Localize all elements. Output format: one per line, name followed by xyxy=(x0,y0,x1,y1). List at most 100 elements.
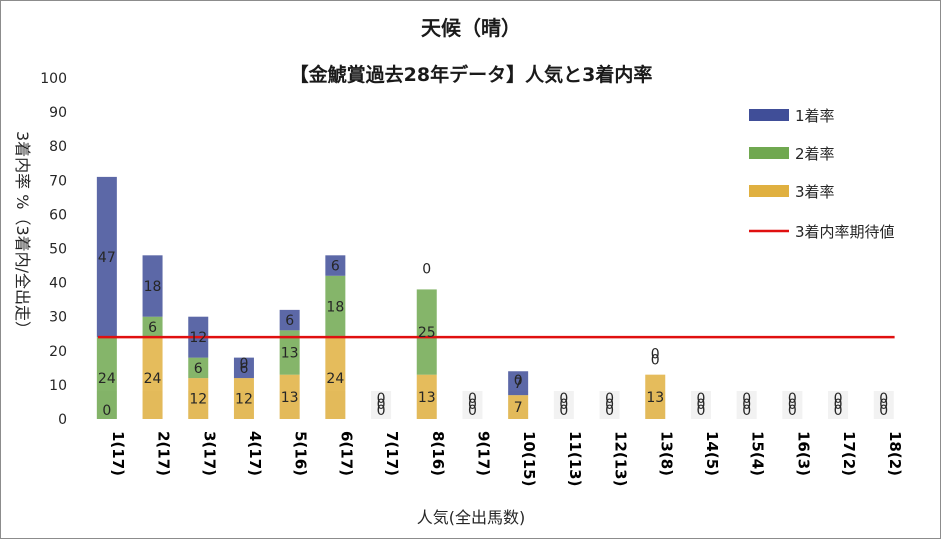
data-label: 47 xyxy=(98,250,116,266)
data-label: 7 xyxy=(514,376,523,392)
data-label: 0 xyxy=(559,403,568,419)
bar-segment xyxy=(279,330,300,375)
bar-segment xyxy=(325,337,346,419)
y-tick-label: 10 xyxy=(49,378,67,394)
data-label: 0 xyxy=(605,391,614,407)
data-label: 0 xyxy=(559,391,568,407)
data-label: 12 xyxy=(189,392,207,408)
data-label: 0 xyxy=(742,397,751,413)
bar-segment xyxy=(188,378,209,419)
data-label: 6 xyxy=(194,361,203,377)
data-label: 0 xyxy=(468,403,477,419)
data-label: 0 xyxy=(514,373,523,389)
x-tick-label: 2(17) xyxy=(155,431,173,476)
y-tick-label: 100 xyxy=(40,71,67,87)
data-label: 0 xyxy=(742,391,751,407)
data-label: 0 xyxy=(788,403,797,419)
x-tick-label: 17(2) xyxy=(840,431,858,476)
data-label: 0 xyxy=(696,391,705,407)
legend-label: 2着率 xyxy=(795,145,835,163)
x-tick-label: 5(16) xyxy=(292,431,310,476)
column-backdrop xyxy=(736,391,757,419)
bar-segment xyxy=(188,357,209,379)
data-label: 7 xyxy=(514,400,523,416)
column-backdrop xyxy=(462,391,483,419)
data-label: 6 xyxy=(331,259,340,275)
data-label: 0 xyxy=(468,397,477,413)
column-backdrop xyxy=(371,391,392,419)
data-label: 18 xyxy=(144,279,162,295)
data-label: 13 xyxy=(646,390,664,406)
x-tick-label: 4(17) xyxy=(246,431,264,476)
bar-segment xyxy=(645,374,666,419)
x-tick-label: 10(15) xyxy=(520,431,538,486)
data-label: 6 xyxy=(239,361,248,377)
x-tick-label: 13(8) xyxy=(657,431,675,476)
legend-label: 3着率 xyxy=(795,183,835,201)
data-label: 0 xyxy=(422,261,431,277)
legend-label: 1着率 xyxy=(795,107,835,125)
data-label: 0 xyxy=(239,356,248,372)
x-tick-label: 1(17) xyxy=(109,431,127,476)
y-tick-label: 60 xyxy=(49,207,67,223)
data-label: 0 xyxy=(651,347,660,363)
data-label: 25 xyxy=(418,325,436,341)
column-backdrop xyxy=(873,391,894,419)
column-backdrop xyxy=(599,391,620,419)
y-axis-title: 3着内率 %（3着内/全出走） xyxy=(13,131,32,337)
bar-segment xyxy=(142,337,163,419)
column-backdrop xyxy=(690,391,711,419)
data-label: 0 xyxy=(834,403,843,419)
bar-segment xyxy=(96,176,117,338)
bar-segment xyxy=(142,255,163,317)
chart-subtitle: 【金鯱賞過去28年データ】人気と3着内率 xyxy=(290,63,653,86)
data-label: 0 xyxy=(879,391,888,407)
data-label: 6 xyxy=(148,320,157,336)
x-tick-label: 3(17) xyxy=(200,431,218,476)
legend-swatch xyxy=(749,185,789,197)
data-label: 0 xyxy=(696,403,705,419)
x-tick-label: 11(13) xyxy=(566,431,584,486)
data-label: 0 xyxy=(742,403,751,419)
bar-segment xyxy=(279,309,300,331)
x-tick-label: 12(13) xyxy=(612,431,630,486)
bar-segment xyxy=(142,316,163,338)
data-label: 24 xyxy=(144,371,162,387)
data-label: 0 xyxy=(377,397,386,413)
data-label: 24 xyxy=(326,371,344,387)
data-label: 0 xyxy=(834,391,843,407)
data-label: 0 xyxy=(651,353,660,369)
data-label: 13 xyxy=(281,346,299,362)
column-backdrop xyxy=(553,391,574,419)
data-label: 6 xyxy=(285,313,294,329)
data-label: 0 xyxy=(559,397,568,413)
y-tick-label: 70 xyxy=(49,173,67,189)
bar-segment xyxy=(508,395,529,419)
bar-segment xyxy=(233,357,254,379)
x-axis-title: 人気(全出馬数) xyxy=(417,508,526,527)
data-label: 18 xyxy=(326,299,344,315)
bar-segment xyxy=(416,374,437,419)
bar-segment xyxy=(325,275,346,338)
legend-label: 3着内率期待値 xyxy=(795,223,895,241)
data-label: 0 xyxy=(377,403,386,419)
chart-title: 天候（晴） xyxy=(421,16,521,40)
y-tick-label: 40 xyxy=(49,276,67,292)
data-label: 0 xyxy=(879,397,888,413)
x-tick-label: 9(17) xyxy=(474,431,492,476)
x-tick-label: 7(17) xyxy=(383,431,401,476)
legend-swatch xyxy=(749,147,789,159)
column-backdrop xyxy=(828,391,849,419)
legend-swatch xyxy=(749,109,789,121)
legend: 1着率 2着率 3着率 3着内率期待値 xyxy=(749,107,895,241)
data-label: 0 xyxy=(834,397,843,413)
bars-group xyxy=(96,176,894,419)
x-tick-label: 8(16) xyxy=(429,431,447,476)
data-label: 0 xyxy=(468,391,477,407)
x-tick-label: 18(2) xyxy=(886,431,904,476)
data-label: 24 xyxy=(98,371,116,387)
y-tick-label: 90 xyxy=(49,105,67,121)
bar-segment xyxy=(96,337,117,419)
y-axis: 0 10 20 30 40 50 60 70 80 90 100 xyxy=(40,71,67,428)
